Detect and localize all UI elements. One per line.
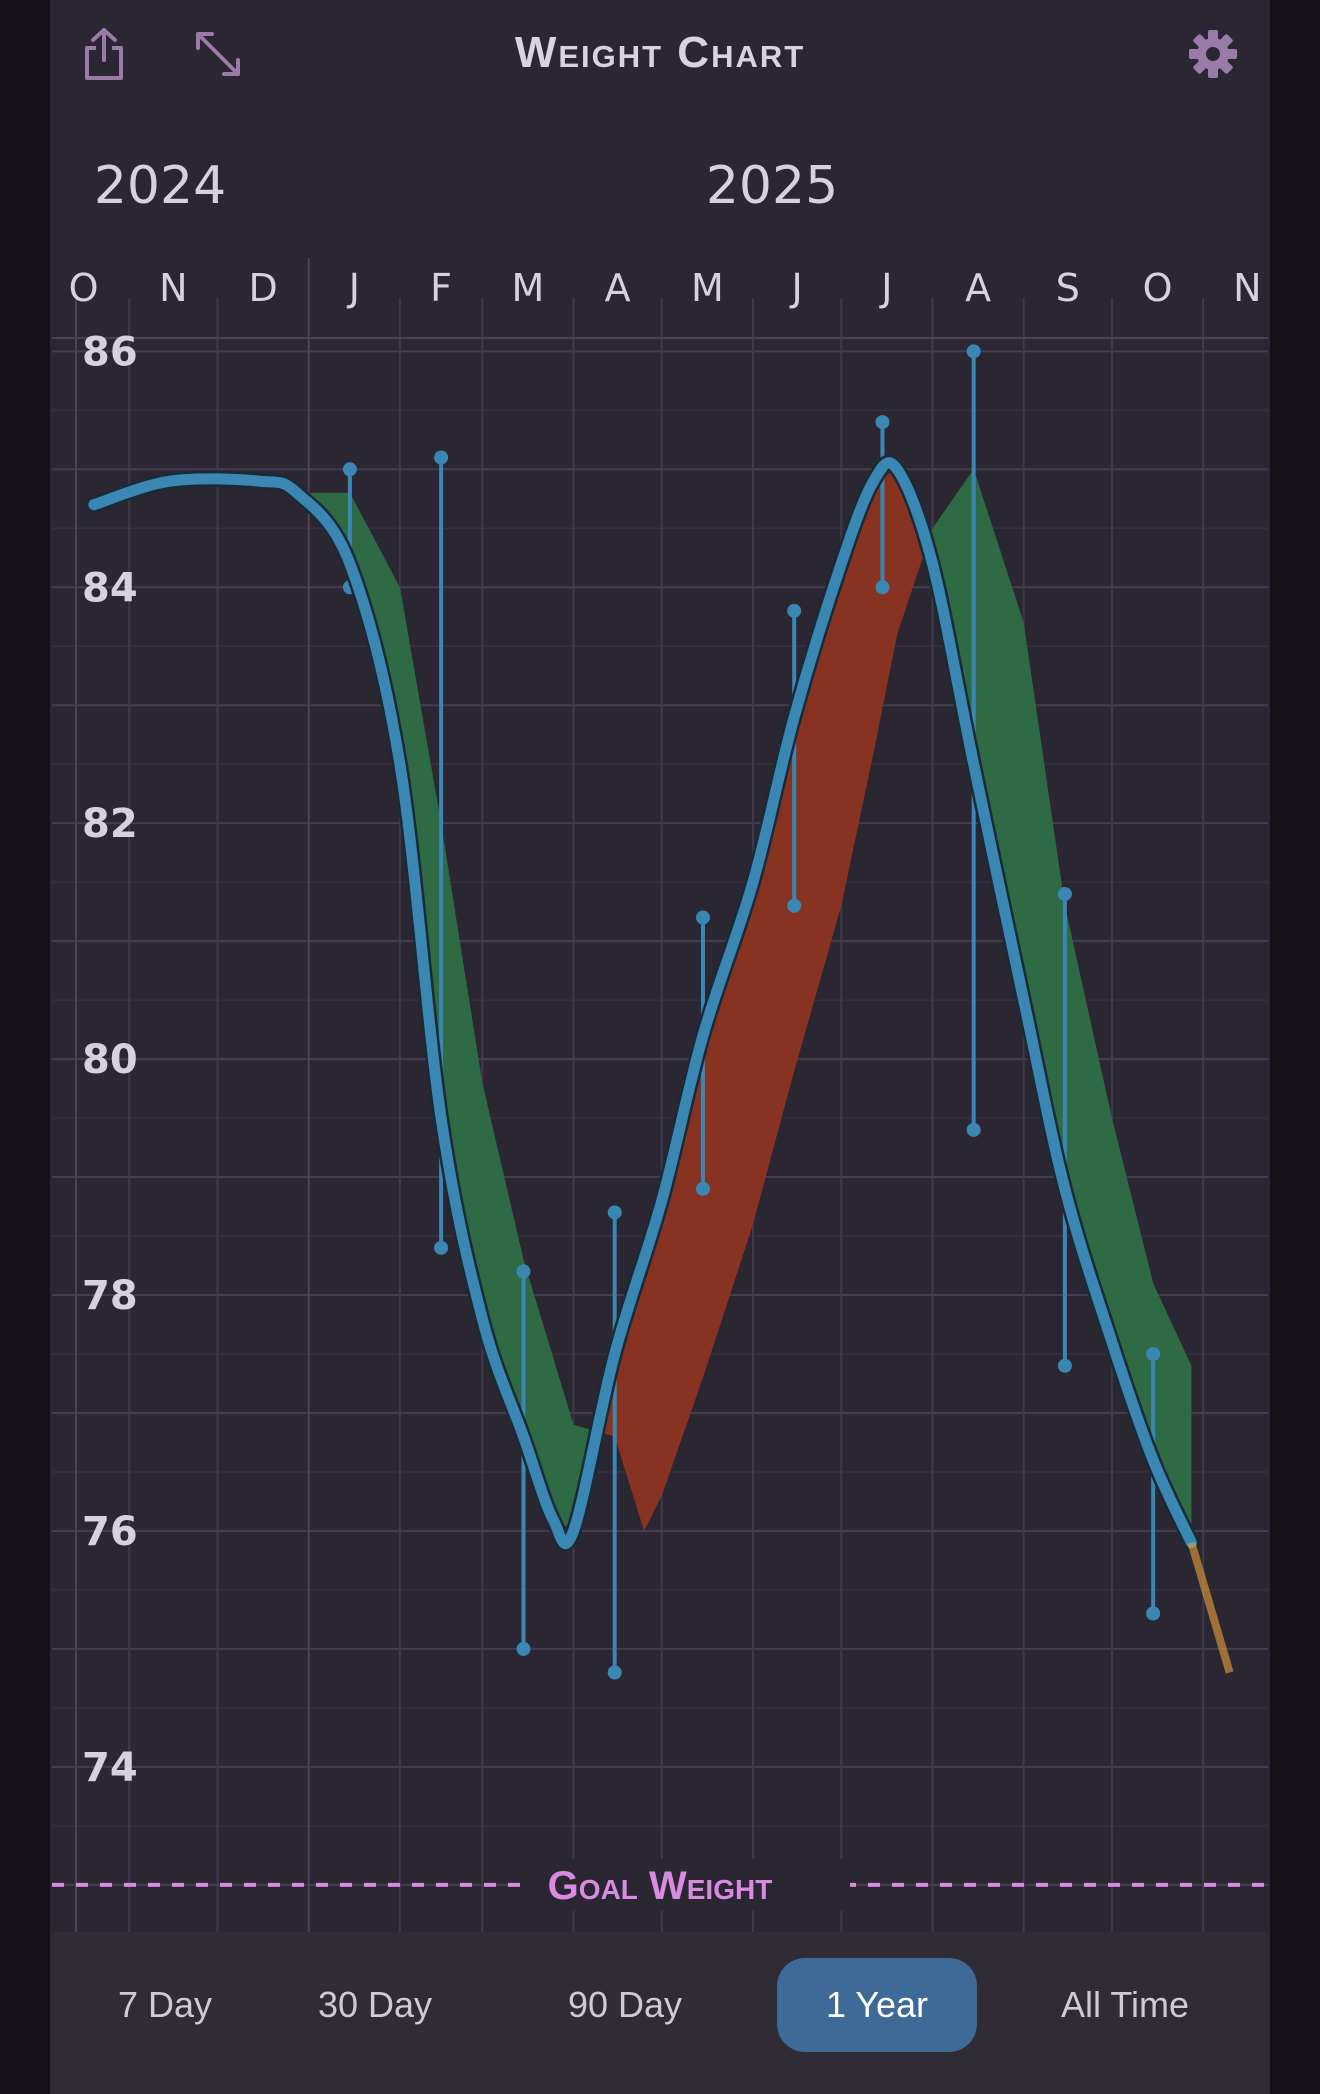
goal-label-bg — [520, 1858, 850, 1911]
share-button[interactable] — [74, 24, 134, 84]
range-low-point — [434, 1240, 449, 1255]
month-tick-label: N — [159, 266, 187, 310]
range-high-point — [434, 450, 449, 465]
month-tick-label: J — [879, 266, 892, 310]
month-tick-label: A — [965, 266, 991, 310]
range-low-point — [516, 1641, 531, 1656]
range-high-point — [1146, 1347, 1161, 1361]
range-low-point — [787, 898, 802, 913]
year-label: 2024 — [94, 156, 226, 216]
month-tick-label: S — [1056, 266, 1080, 310]
y-tick-label: 78 — [82, 1273, 138, 1319]
trend-line — [88, 457, 1197, 1550]
range-low-point — [695, 1181, 710, 1196]
header: Weight Chart — [50, 0, 1270, 110]
range-high-point — [1057, 886, 1072, 901]
range-low-point — [875, 580, 890, 595]
range-option-1-year[interactable]: 1 Year — [777, 1958, 977, 2052]
month-tick-label: M — [512, 266, 545, 310]
loss-band — [926, 469, 1192, 1543]
app-window: Weight Chart Goal Weight — [50, 0, 1270, 2094]
expand-icon — [196, 32, 240, 76]
goal-label: Goal Weight — [548, 1864, 773, 1908]
range-low-point — [1057, 1358, 1072, 1373]
month-tick-label: A — [605, 266, 631, 310]
y-tick-label: 86 — [82, 329, 138, 375]
month-tick-label: M — [691, 266, 724, 310]
y-tick-label: 82 — [82, 801, 138, 847]
projection-line — [1187, 1541, 1234, 1674]
range-option-all-time[interactable]: All Time — [1060, 1984, 1190, 2025]
range-option-90-day[interactable]: 90 Day — [567, 1984, 683, 2025]
month-tick-label: J — [790, 266, 803, 310]
gain-band — [597, 469, 927, 1531]
year-label: 2025 — [706, 156, 838, 216]
month-tick-label: O — [1143, 266, 1173, 310]
month-tick-label: F — [430, 266, 452, 310]
month-tick-label: N — [1233, 266, 1261, 310]
range-high-point — [787, 603, 802, 618]
gear-icon — [1189, 30, 1237, 78]
weight-chart[interactable]: Goal Weight 74 76 78 80 82 84 86 O N D J F M A M J J A S O N… — [50, 110, 1270, 1932]
range-option-30-day[interactable]: 30 Day — [317, 1984, 433, 2025]
page-title: Weight Chart — [514, 28, 806, 77]
range-low-point — [607, 1665, 622, 1680]
month-tick-label: J — [347, 266, 360, 310]
range-high-point — [966, 344, 981, 359]
range-low-point — [1146, 1606, 1161, 1621]
share-icon — [85, 28, 123, 80]
range-high-point — [695, 910, 710, 925]
range-low-point — [966, 1122, 981, 1137]
range-high-point — [607, 1205, 622, 1220]
range-selector: 7 Day 30 Day 90 Day 1 Year All Time — [50, 1932, 1270, 2094]
range-high-point — [516, 1264, 531, 1279]
month-tick-label: D — [248, 266, 277, 310]
month-tick-label: O — [69, 266, 99, 310]
y-tick-label: 76 — [82, 1509, 138, 1555]
range-high-point — [875, 415, 890, 430]
range-high-point — [342, 462, 357, 477]
range-option-7-day[interactable]: 7 Day — [117, 1984, 213, 2025]
y-tick-label: 84 — [82, 565, 138, 611]
settings-button[interactable] — [1183, 24, 1243, 84]
y-tick-label: 74 — [82, 1745, 138, 1791]
expand-button[interactable] — [188, 24, 248, 84]
y-tick-label: 80 — [82, 1037, 138, 1083]
